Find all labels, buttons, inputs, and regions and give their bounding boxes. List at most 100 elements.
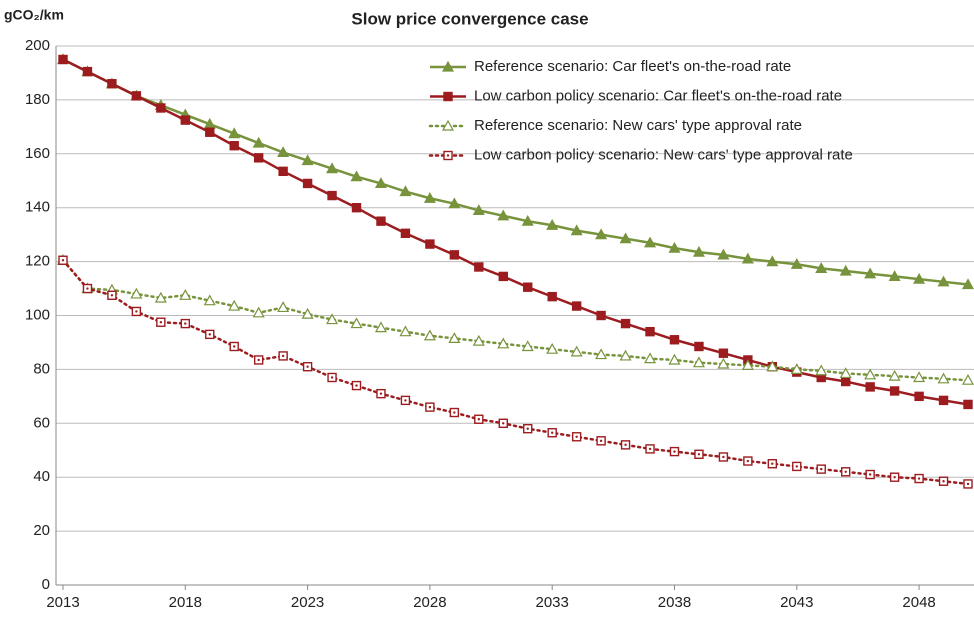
marker — [961, 278, 974, 290]
marker — [692, 245, 705, 257]
marker — [327, 190, 337, 201]
y-tick-label: 60 — [33, 414, 50, 431]
y-tick-label: 20 — [33, 522, 50, 539]
marker — [472, 204, 485, 215]
marker — [937, 372, 950, 384]
marker — [741, 252, 754, 264]
y-tick-label: 0 — [42, 576, 50, 593]
marker-dot — [575, 435, 578, 438]
marker-dot — [379, 392, 383, 395]
marker — [865, 382, 875, 392]
x-tick-label: 2018 — [169, 594, 202, 611]
marker-dot — [208, 333, 211, 336]
marker-dot — [233, 345, 236, 348]
series-line — [61, 259, 970, 382]
marker — [205, 127, 215, 137]
marker — [961, 373, 974, 385]
marker-dot — [355, 384, 358, 387]
marker — [645, 326, 655, 337]
series-line — [61, 259, 970, 486]
x-tick-label: 2033 — [536, 594, 569, 611]
y-tick-label: 200 — [25, 37, 50, 54]
marker — [790, 363, 803, 374]
y-tick-label: 180 — [25, 91, 50, 108]
marker — [889, 386, 900, 396]
marker — [156, 103, 166, 113]
marker — [58, 54, 68, 65]
marker — [474, 262, 484, 272]
marker — [546, 342, 559, 354]
marker — [521, 214, 534, 226]
marker-dot — [966, 482, 970, 486]
marker-dot — [722, 455, 725, 459]
marker-dot — [281, 354, 285, 358]
marker — [302, 178, 313, 189]
marker-dot — [917, 477, 921, 480]
marker — [82, 66, 93, 77]
y-tick-label: 40 — [33, 468, 50, 485]
y-tick-label: 80 — [33, 360, 50, 377]
marker — [376, 216, 386, 226]
legend-label: Reference scenario: New cars' type appro… — [474, 117, 802, 134]
marker — [252, 306, 265, 318]
marker — [326, 162, 339, 174]
marker — [766, 360, 779, 372]
marker — [668, 241, 681, 253]
marker-dot — [844, 470, 847, 474]
marker — [228, 127, 241, 139]
marker — [252, 136, 265, 148]
marker-dot — [673, 450, 676, 453]
marker — [571, 301, 582, 311]
x-tick-label: 2048 — [902, 594, 935, 611]
x-tick-label: 2043 — [780, 594, 813, 611]
marker — [400, 228, 411, 239]
marker-dot — [257, 358, 260, 362]
marker — [913, 371, 926, 383]
marker — [546, 218, 559, 230]
marker — [595, 228, 608, 240]
x-tick-label: 2028 — [413, 594, 446, 611]
legend-label: Reference scenario: Car fleet's on-the-r… — [474, 58, 791, 75]
x-tick-label: 2023 — [291, 594, 324, 611]
marker — [570, 224, 583, 236]
marker — [864, 368, 877, 380]
marker — [180, 115, 190, 125]
marker — [864, 267, 877, 279]
marker — [472, 334, 485, 346]
marker-dot — [404, 399, 407, 402]
legend-label: Low carbon policy scenario: Car fleet's … — [474, 87, 842, 104]
legend-label: Low carbon policy scenario: New cars' ty… — [474, 146, 853, 163]
marker — [425, 239, 435, 249]
marker — [619, 349, 632, 361]
marker-dot — [746, 459, 750, 463]
marker-dot — [428, 405, 432, 409]
marker — [595, 348, 608, 360]
marker — [694, 341, 704, 352]
marker — [326, 313, 339, 325]
marker — [203, 294, 216, 306]
marker — [351, 202, 362, 213]
marker-dot — [306, 365, 309, 368]
marker — [441, 60, 455, 72]
marker — [619, 232, 632, 244]
marker-dot — [184, 322, 187, 325]
marker — [350, 170, 363, 182]
marker — [717, 357, 730, 369]
marker-dot — [624, 443, 627, 447]
y-tick-label: 100 — [25, 306, 50, 323]
series-line — [62, 58, 969, 406]
marker — [229, 141, 239, 151]
marker-dot — [502, 422, 505, 425]
marker-dot — [599, 439, 603, 443]
marker-dot — [942, 480, 945, 483]
marker — [668, 353, 681, 365]
y-tick-label: 160 — [25, 145, 50, 162]
marker — [888, 369, 901, 381]
marker — [644, 236, 657, 248]
marker — [374, 321, 387, 333]
marker — [399, 185, 412, 197]
marker — [374, 177, 387, 189]
marker — [423, 192, 436, 203]
marker — [669, 335, 680, 345]
